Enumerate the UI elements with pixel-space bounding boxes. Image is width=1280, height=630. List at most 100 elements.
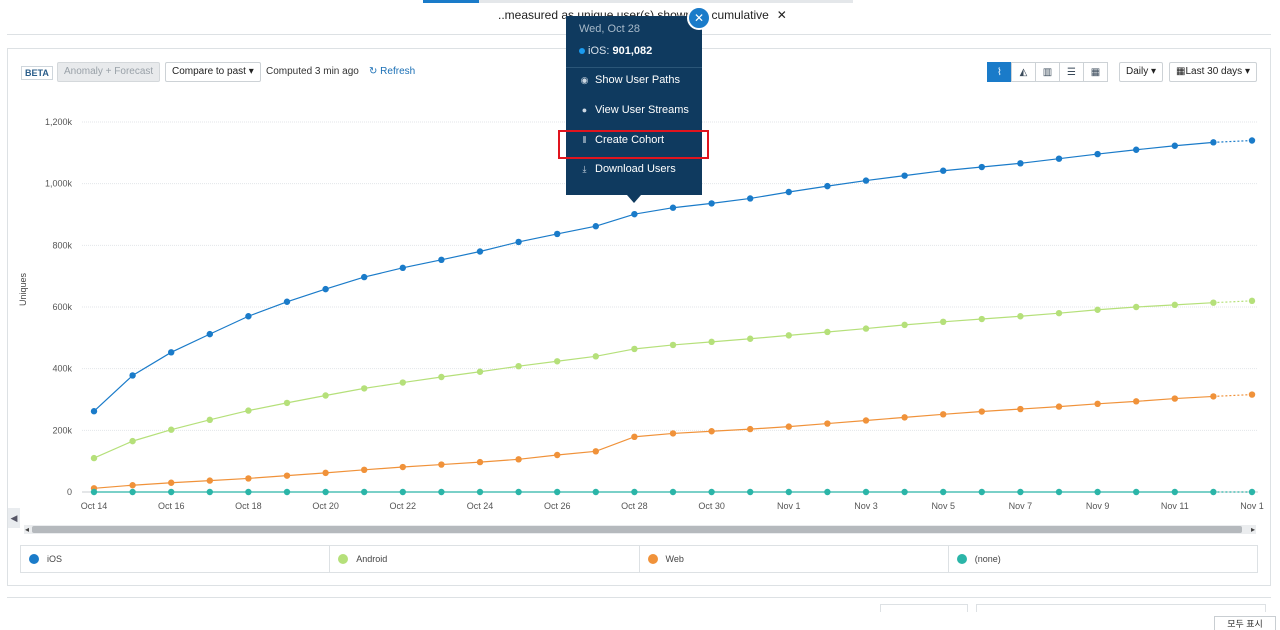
data-point xyxy=(399,379,406,386)
x-tick-label: Oct 20 xyxy=(312,501,339,511)
data-point xyxy=(747,195,754,202)
menu-item-download-users[interactable]: ⤓ Download Users xyxy=(579,163,676,175)
menu-label: Create Cohort xyxy=(595,134,665,146)
data-point xyxy=(322,285,329,293)
data-point xyxy=(708,338,715,346)
data-point xyxy=(1017,160,1024,167)
close-icon[interactable]: ✕ xyxy=(776,8,787,22)
scroll-left-button[interactable]: ◀ xyxy=(8,508,20,528)
anomaly-forecast-button[interactable]: Anomaly + Forecast xyxy=(57,62,161,82)
date-range-dropdown[interactable]: ▦Last 30 days ▾ xyxy=(1169,62,1257,82)
data-point xyxy=(206,488,213,496)
close-icon[interactable]: ✕ xyxy=(687,6,711,30)
chevron-down-icon: ▾ xyxy=(1148,66,1157,77)
data-point xyxy=(129,488,136,496)
data-point xyxy=(824,182,831,190)
x-tick-label: Nov 3 xyxy=(854,501,878,511)
data-point xyxy=(1210,393,1217,400)
data-point xyxy=(283,488,291,496)
scroll-arrow-right-icon[interactable]: ▸ xyxy=(1250,525,1255,534)
data-point xyxy=(1248,488,1256,496)
compare-to-past-dropdown[interactable]: Compare to past ▾ xyxy=(165,62,261,82)
data-point xyxy=(245,407,252,414)
data-point xyxy=(129,437,136,445)
data-point xyxy=(669,341,677,349)
data-point xyxy=(129,372,136,379)
legend-item-none[interactable]: (none) xyxy=(949,546,1257,572)
next-panel-control[interactable] xyxy=(976,604,1266,612)
menu-label: View User Streams xyxy=(595,104,689,116)
y-tick-label: 1,200k xyxy=(45,117,73,127)
data-point xyxy=(592,353,599,360)
interval-dropdown[interactable]: Daily ▾ xyxy=(1119,62,1164,82)
data-point xyxy=(1171,301,1179,309)
stacked-bar-icon[interactable]: ▦ xyxy=(1083,62,1108,82)
legend-item-web[interactable]: Web xyxy=(640,546,949,572)
data-point xyxy=(322,392,329,399)
menu-item-view-user-streams[interactable]: ● View User Streams xyxy=(579,104,689,116)
y-tick-label: 400k xyxy=(52,364,72,374)
create-cohort-highlight xyxy=(558,130,709,159)
data-point xyxy=(785,332,792,339)
show-all-button[interactable]: 모두 표시 xyxy=(1214,616,1276,630)
legend-item-ios[interactable]: iOS xyxy=(21,546,331,572)
data-point xyxy=(785,488,792,496)
data-point xyxy=(438,488,445,496)
data-point xyxy=(631,345,638,353)
x-tick-label: Nov 5 xyxy=(931,501,955,511)
y-tick-label: 1,000k xyxy=(45,179,73,189)
line-chart-icon[interactable]: ⌇ xyxy=(987,62,1012,82)
beta-badge: BETA xyxy=(21,66,53,80)
data-point xyxy=(1017,488,1024,496)
data-point xyxy=(322,488,329,496)
point-tooltip: Wed, Oct 28 iOS: 901,082 ◉ Show User Path… xyxy=(566,6,711,203)
data-point xyxy=(515,238,522,246)
legend: iOS Android Web (none) xyxy=(20,545,1258,573)
data-point xyxy=(361,466,368,473)
data-point xyxy=(940,488,947,496)
refresh-button[interactable]: ↻ Refresh xyxy=(369,66,415,77)
data-point xyxy=(785,188,792,196)
data-point xyxy=(129,482,136,489)
legend-label: (none) xyxy=(974,554,1001,564)
refresh-label: Refresh xyxy=(380,66,416,77)
data-point xyxy=(168,479,175,486)
data-point xyxy=(708,200,715,207)
menu-item-show-user-paths[interactable]: ◉ Show User Paths xyxy=(579,74,680,86)
series-line-partial xyxy=(1213,300,1253,304)
data-point xyxy=(554,451,561,459)
data-point xyxy=(747,335,754,342)
data-point xyxy=(592,448,599,455)
data-point xyxy=(862,488,870,496)
scrollbar-thumb[interactable] xyxy=(32,526,1242,533)
horizontal-scrollbar[interactable]: ◂ ▸ xyxy=(24,525,1256,534)
legend-item-android[interactable]: Android xyxy=(330,546,640,572)
series-line-iOS xyxy=(93,141,1214,412)
data-point xyxy=(476,488,484,496)
data-point xyxy=(1094,400,1101,408)
data-point xyxy=(747,488,754,496)
next-panel-button[interactable] xyxy=(880,604,968,612)
data-point xyxy=(476,458,484,466)
data-point xyxy=(1055,403,1063,410)
chart-type-buttons: ⌇ ◭ ▥ ☰ ▦ xyxy=(987,62,1108,82)
x-tick-label: Oct 26 xyxy=(544,501,571,511)
x-tick-label: Oct 24 xyxy=(467,501,494,511)
data-point xyxy=(399,488,406,496)
data-point xyxy=(978,315,985,323)
data-point xyxy=(361,385,368,392)
data-point xyxy=(785,423,792,430)
scroll-arrow-left-icon[interactable]: ◂ xyxy=(25,525,30,534)
x-tick-label: Oct 30 xyxy=(698,501,725,511)
data-point xyxy=(1055,155,1063,162)
range-label: Last 30 days xyxy=(1185,66,1243,77)
legend-label: iOS xyxy=(47,554,63,564)
data-point xyxy=(245,313,252,320)
y-tick-label: 600k xyxy=(52,302,72,312)
menu-item-create-cohort[interactable]: ⫴ Create Cohort xyxy=(579,134,664,146)
data-point xyxy=(901,414,908,421)
data-point xyxy=(1248,137,1256,144)
data-point xyxy=(438,373,445,381)
top-tabs[interactable] xyxy=(423,0,853,3)
